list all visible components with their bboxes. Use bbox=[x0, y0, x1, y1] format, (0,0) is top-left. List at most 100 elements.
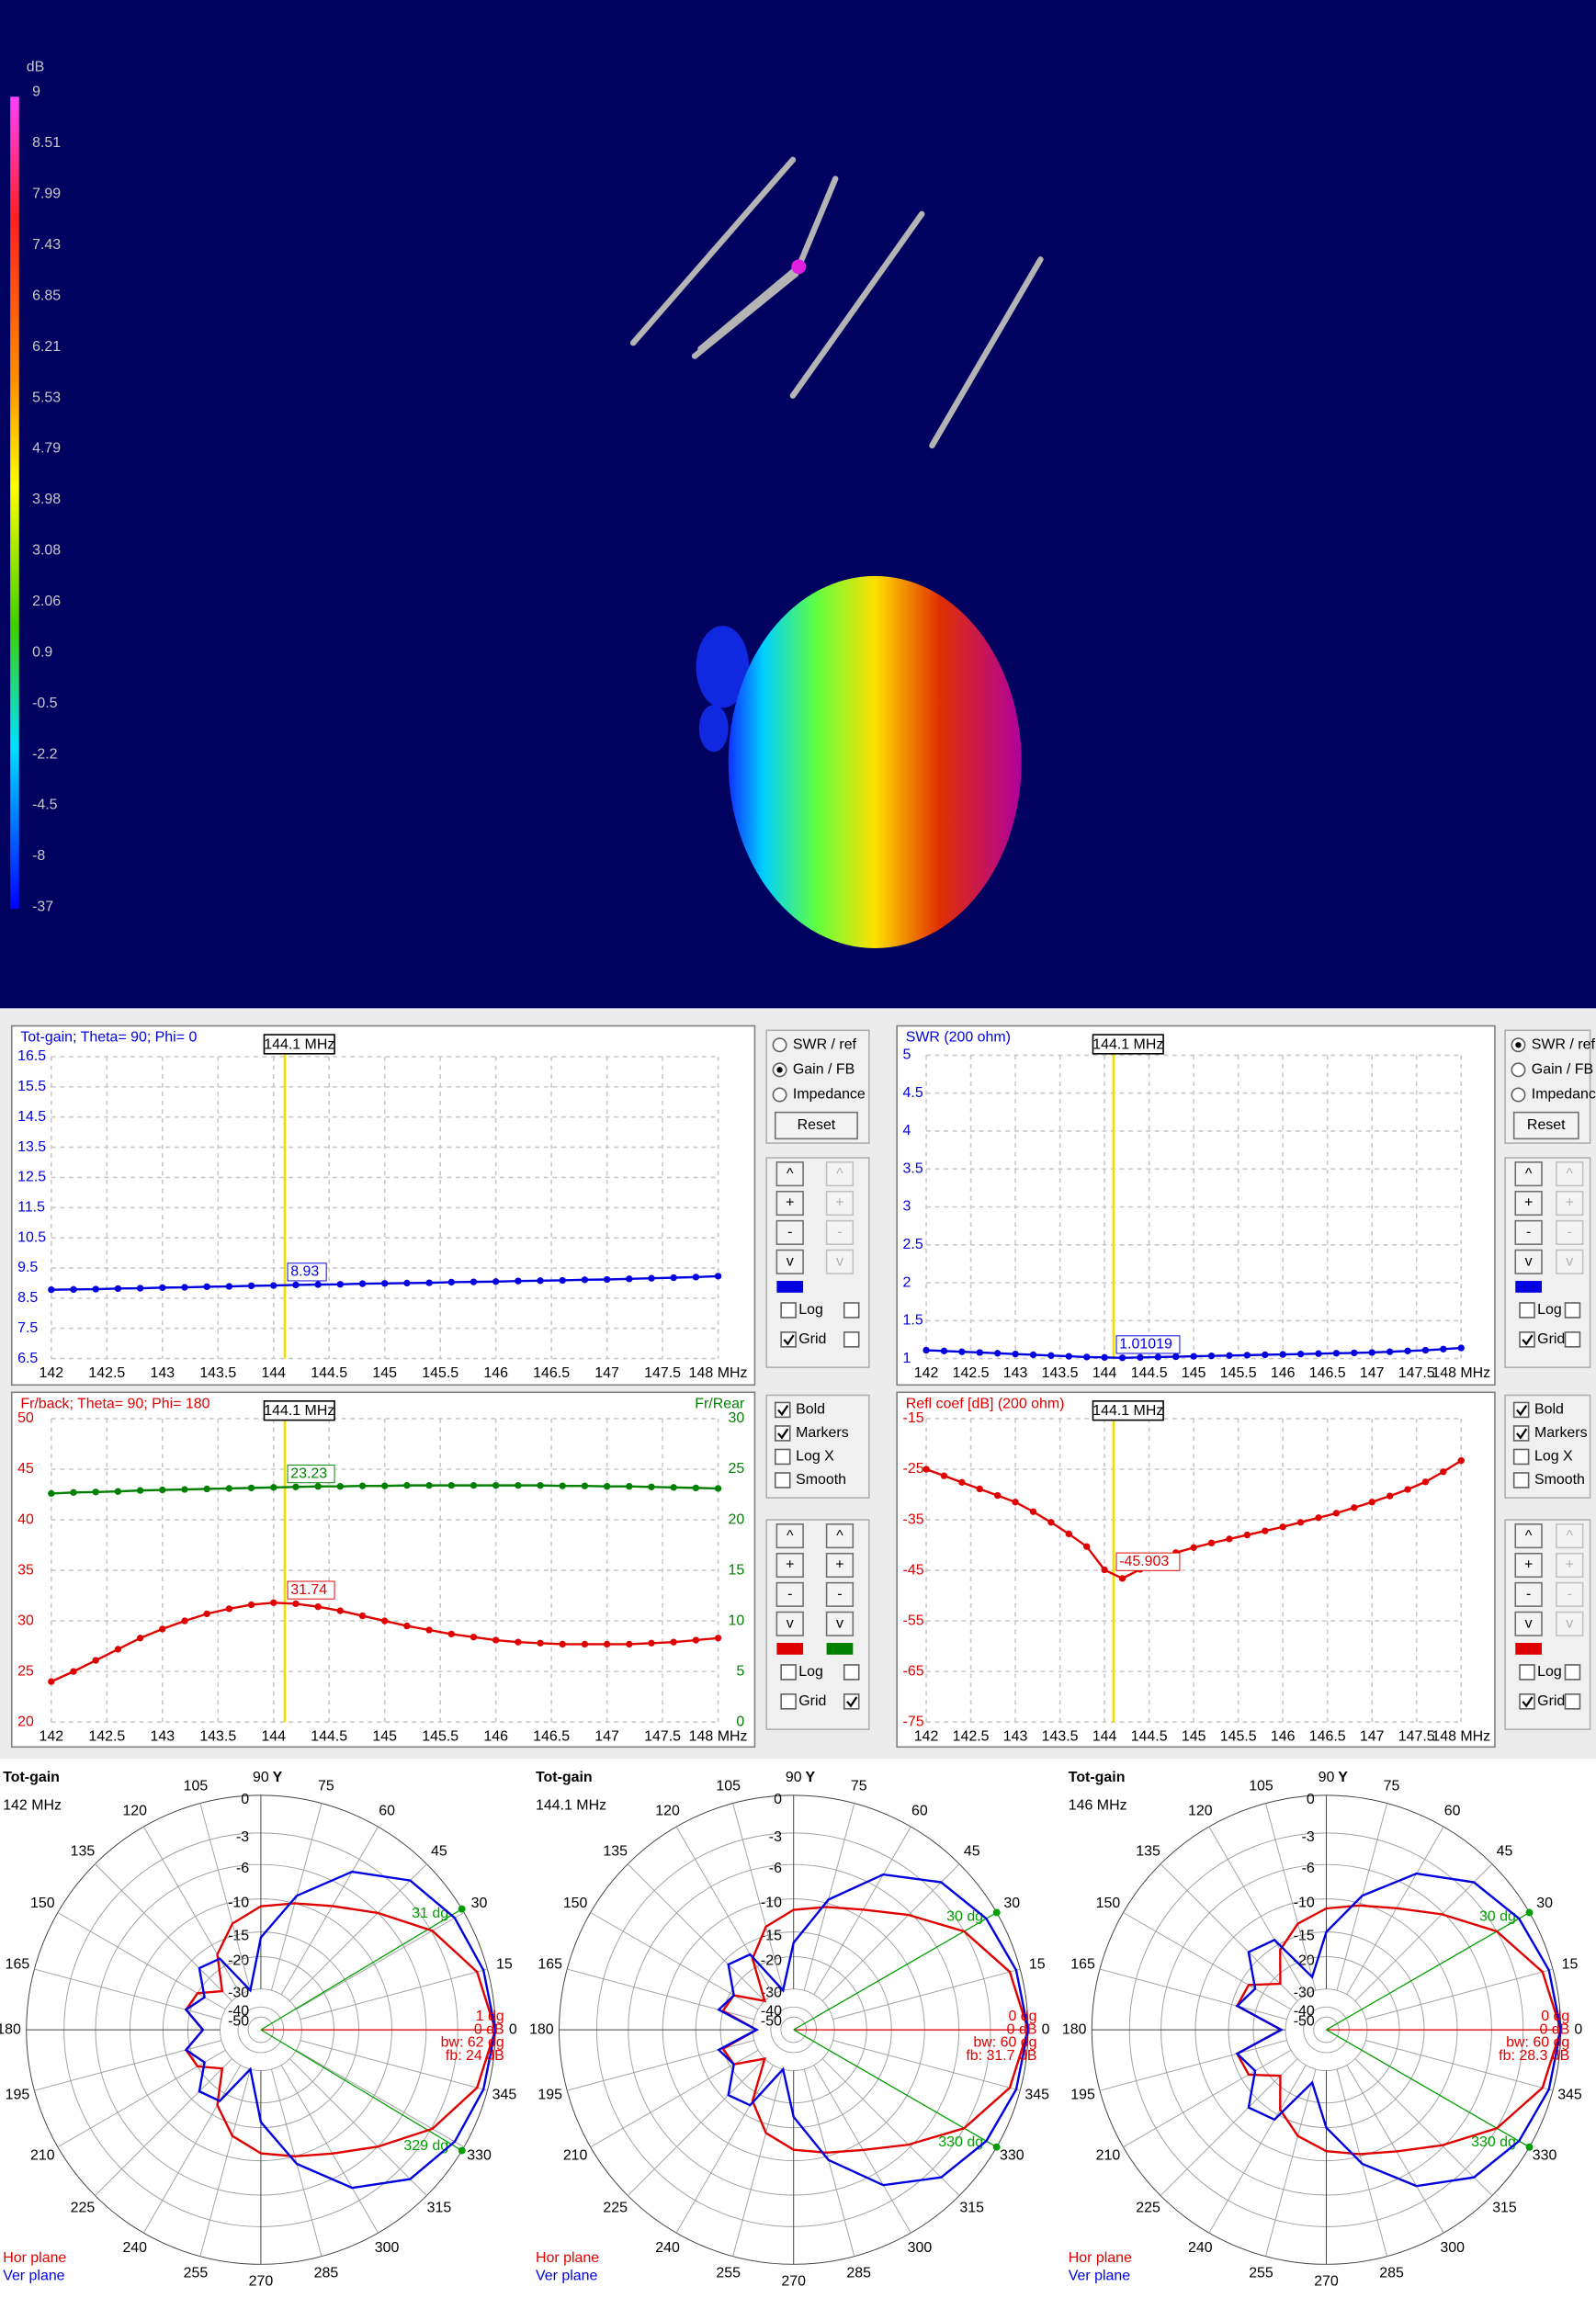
button[interactable] bbox=[775, 1190, 804, 1217]
pattern-annotation: bw: 60 dg bbox=[973, 2035, 1036, 2051]
checkbox[interactable] bbox=[1519, 1664, 1535, 1681]
x-tick-label: 146.5 bbox=[533, 1365, 570, 1381]
button[interactable] bbox=[1556, 1611, 1584, 1636]
y-tick-label: -55 bbox=[903, 1613, 924, 1628]
button[interactable] bbox=[1514, 1249, 1543, 1274]
button[interactable] bbox=[774, 1111, 858, 1140]
button[interactable] bbox=[1514, 1581, 1543, 1607]
button-label: v bbox=[787, 1254, 794, 1270]
button[interactable] bbox=[1514, 1611, 1543, 1636]
readout: 8.93 bbox=[290, 1264, 319, 1280]
button[interactable] bbox=[825, 1190, 855, 1217]
angle-label: 165 bbox=[1070, 1956, 1095, 1972]
grid-spoke bbox=[280, 1826, 379, 1995]
button[interactable] bbox=[825, 1552, 855, 1579]
angle-label: 90 bbox=[253, 1770, 269, 1785]
radio-button[interactable] bbox=[1511, 1062, 1526, 1078]
angle-label: 0 bbox=[1042, 2021, 1050, 2037]
button[interactable] bbox=[1556, 1552, 1584, 1579]
button[interactable] bbox=[775, 1523, 804, 1549]
checkbox[interactable] bbox=[1512, 1448, 1530, 1466]
button[interactable] bbox=[1514, 1161, 1543, 1187]
button[interactable] bbox=[825, 1249, 855, 1274]
x-tick-label: 142.5 bbox=[953, 1728, 990, 1744]
angle-label: 195 bbox=[6, 2087, 30, 2102]
x-tick-label: 145 bbox=[1182, 1365, 1206, 1381]
button[interactable] bbox=[1514, 1552, 1543, 1579]
grid-spoke bbox=[1365, 1968, 1554, 2021]
cursor-label: 144.1 MHz bbox=[264, 1036, 334, 1052]
checkbox[interactable] bbox=[1564, 1664, 1581, 1681]
checkbox[interactable] bbox=[1564, 1331, 1581, 1348]
grid-spoke bbox=[803, 2068, 855, 2257]
button[interactable] bbox=[825, 1611, 855, 1636]
checkbox[interactable] bbox=[843, 1302, 860, 1319]
data-point bbox=[270, 1282, 277, 1289]
x-tick-label: 147.5 bbox=[644, 1728, 681, 1744]
data-point bbox=[626, 1483, 633, 1490]
button[interactable] bbox=[1556, 1190, 1584, 1217]
checkbox[interactable] bbox=[843, 1331, 860, 1348]
angle-label: 300 bbox=[1440, 2240, 1465, 2256]
button[interactable] bbox=[1556, 1581, 1584, 1607]
grid-spoke bbox=[1264, 1803, 1317, 1991]
checkbox[interactable] bbox=[780, 1302, 797, 1319]
checkbox-mark bbox=[1522, 1334, 1534, 1346]
button[interactable] bbox=[1514, 1523, 1543, 1549]
data-point bbox=[714, 1273, 722, 1280]
radio-button[interactable] bbox=[772, 1087, 787, 1103]
radio-button[interactable] bbox=[772, 1037, 787, 1053]
button[interactable] bbox=[1556, 1161, 1584, 1187]
button[interactable] bbox=[825, 1219, 855, 1245]
checkbox[interactable] bbox=[774, 1448, 791, 1466]
button[interactable] bbox=[1556, 1219, 1584, 1245]
button[interactable] bbox=[825, 1581, 855, 1607]
button[interactable] bbox=[775, 1219, 804, 1245]
data-point bbox=[670, 1638, 677, 1646]
button[interactable] bbox=[825, 1523, 855, 1549]
button[interactable] bbox=[1556, 1523, 1584, 1549]
checkbox[interactable] bbox=[774, 1472, 791, 1489]
checkbox[interactable] bbox=[1512, 1472, 1530, 1489]
radio-button[interactable] bbox=[1511, 1087, 1526, 1103]
angle-label: 120 bbox=[1188, 1804, 1213, 1819]
checkbox[interactable] bbox=[780, 1693, 797, 1710]
button[interactable] bbox=[1514, 1219, 1543, 1245]
checkbox[interactable] bbox=[843, 1664, 860, 1681]
data-point bbox=[1065, 1353, 1072, 1360]
angle-label: 150 bbox=[1096, 1896, 1121, 1911]
button[interactable] bbox=[775, 1581, 804, 1607]
data-point bbox=[225, 1283, 233, 1290]
button-label: v bbox=[836, 1616, 843, 1632]
data-point bbox=[1262, 1527, 1269, 1534]
data-point bbox=[48, 1286, 55, 1294]
button[interactable] bbox=[1514, 1190, 1543, 1217]
r-tick-label: -15 bbox=[1294, 1929, 1315, 1944]
data-point bbox=[470, 1278, 478, 1285]
option-label: Grid bbox=[1537, 1693, 1565, 1709]
angle-label: 150 bbox=[563, 1896, 588, 1911]
button[interactable] bbox=[1512, 1111, 1579, 1140]
button[interactable] bbox=[775, 1249, 804, 1274]
data-point bbox=[403, 1622, 411, 1630]
button[interactable] bbox=[775, 1611, 804, 1636]
radio-label: Impedance bbox=[793, 1087, 866, 1103]
pattern-annotation: 0 dB bbox=[1539, 2021, 1569, 2037]
checkbox[interactable] bbox=[780, 1664, 797, 1681]
button[interactable] bbox=[825, 1161, 855, 1187]
button[interactable] bbox=[775, 1161, 804, 1187]
checkbox[interactable] bbox=[1564, 1302, 1581, 1319]
checkbox[interactable] bbox=[1519, 1302, 1535, 1319]
wire bbox=[796, 175, 839, 270]
checkbox[interactable] bbox=[1564, 1693, 1581, 1710]
data-point bbox=[492, 1278, 500, 1285]
data-point bbox=[976, 1485, 983, 1493]
wire bbox=[697, 264, 802, 352]
pattern-annotation: fb: 24 dB bbox=[446, 2048, 504, 2064]
data-point bbox=[336, 1607, 344, 1614]
button[interactable] bbox=[1556, 1249, 1584, 1274]
legend-entry: Ver plane bbox=[3, 2268, 64, 2283]
button[interactable] bbox=[775, 1552, 804, 1579]
checkbox-mark bbox=[846, 1696, 858, 1708]
data-point bbox=[1315, 1350, 1322, 1357]
